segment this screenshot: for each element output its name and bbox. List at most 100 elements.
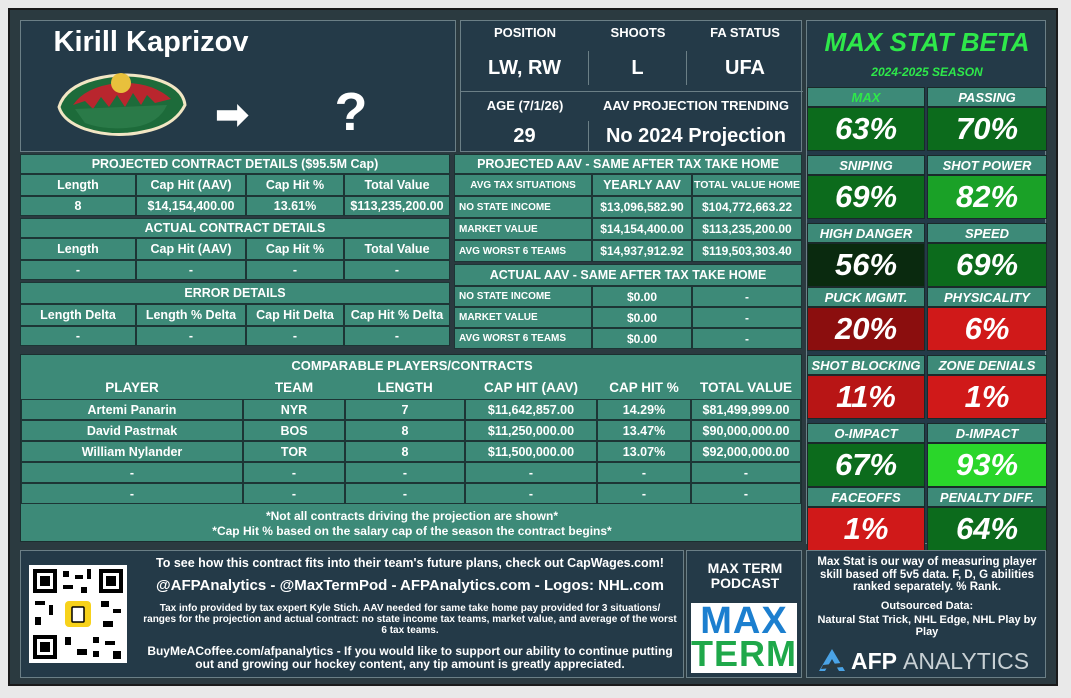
actual-title: ACTUAL CONTRACT DETAILS	[20, 218, 450, 238]
stat-label: O-IMPACT	[807, 423, 925, 443]
stat-value: 20%	[807, 307, 925, 351]
maxstat-title: MAX STAT BETA	[824, 26, 1030, 57]
cell-value: -	[344, 260, 450, 280]
shoots-value: L	[589, 51, 687, 85]
cell-value: -	[246, 260, 344, 280]
maxstat-season: 2024-2025 SEASON	[871, 65, 983, 80]
tax-projected-title: PROJECTED AAV - SAME AFTER TAX TAKE HOME	[454, 154, 802, 174]
footer-capwages-line: To see how this contract fits into their…	[156, 556, 664, 571]
tax-value: $104,772,663.22	[692, 196, 802, 218]
comparable-value: -	[691, 462, 801, 483]
contract-card: Kirill Kaprizov ➡ ? POSITION SHOOTS FA S…	[8, 8, 1058, 686]
position-label: POSITION	[493, 24, 557, 40]
team-logo-icon	[57, 73, 187, 136]
comparable-value: -	[465, 462, 597, 483]
footer-support-link[interactable]: BuyMeACoffee.com/afpanalytics - If you w…	[147, 643, 673, 671]
column-header: Total Value	[344, 174, 450, 196]
about-panel: Max Stat is our way of measuring player …	[806, 550, 1046, 678]
tax-situation: MARKET VALUE	[454, 307, 592, 328]
footer-info-panel: To see how this contract fits into their…	[20, 550, 684, 678]
stat-label: HIGH DANGER	[807, 223, 925, 243]
stat-value: 1%	[807, 507, 925, 551]
position-value: LW, RW	[461, 51, 589, 85]
tax-value: $13,096,582.90	[592, 196, 692, 218]
footer-social-line: @AFPAnalytics - @MaxTermPod - AFPAnalyti…	[156, 576, 664, 594]
tax-column-header: YEARLY AAV	[592, 174, 692, 196]
column-header: Cap Hit %	[246, 238, 344, 260]
cell-value: $14,154,400.00	[136, 196, 246, 216]
podcast-title: MAX TERM PODCAST	[707, 559, 783, 591]
column-header: Cap Hit (AAV)	[136, 238, 246, 260]
comparable-value: -	[345, 462, 465, 483]
stat-value: 69%	[927, 243, 1047, 287]
age-label: AGE (7/1/26)	[486, 97, 564, 113]
comparable-value: 13.47%	[597, 420, 691, 441]
tax-situation: NO STATE INCOME	[454, 286, 592, 307]
comparable-value: TOR	[243, 441, 345, 462]
stat-label: ZONE DENIALS	[927, 355, 1047, 375]
error-title: ERROR DETAILS	[20, 282, 450, 304]
comparable-value: $11,250,000.00	[465, 420, 597, 441]
comparables-header: TEAM	[274, 379, 314, 395]
cell-value: 13.61%	[246, 196, 344, 216]
comparables-header: CAP HIT %	[609, 379, 679, 395]
stat-value: 64%	[927, 507, 1047, 551]
tax-column-header: AVG TAX SITUATIONS	[454, 174, 592, 196]
tax-value: $119,503,303.40	[692, 240, 802, 262]
cell-value: -	[344, 326, 450, 346]
age-value: 29	[461, 121, 589, 151]
projected-title: PROJECTED CONTRACT DETAILS ($95.5M Cap)	[20, 154, 450, 174]
about-text: Max Stat is our way of measuring player …	[817, 556, 1037, 594]
podcast-logo-term: TERM	[691, 633, 797, 675]
comparable-value: 13.07%	[597, 441, 691, 462]
comparable-player: David Pastrnak	[21, 420, 243, 441]
cell-value: -	[136, 326, 246, 346]
tax-value: -	[692, 307, 802, 328]
comparable-value: BOS	[243, 420, 345, 441]
stat-label: PHYSICALITY	[927, 287, 1047, 307]
comparable-value: $90,000,000.00	[691, 420, 801, 441]
comparables-panel: COMPARABLE PLAYERS/CONTRACTS PLAYER TEAM L…	[20, 354, 802, 542]
stat-label: SHOT POWER	[927, 155, 1047, 175]
column-header: Length Delta	[20, 304, 136, 326]
fa-status-value: UFA	[725, 57, 765, 79]
comparables-header: LENGTH	[377, 379, 433, 395]
comparable-value: -	[597, 483, 691, 504]
aav-trend-value: No 2024 Projection	[605, 125, 787, 147]
comparable-value: $11,500,000.00	[465, 441, 597, 462]
comparable-value: -	[691, 483, 801, 504]
tax-value: $14,154,400.00	[592, 218, 692, 240]
comparable-value: -	[597, 462, 691, 483]
tax-situation: AVG WORST 6 TEAMS	[454, 240, 592, 262]
stat-value: 63%	[807, 107, 925, 151]
comparable-value: -	[243, 483, 345, 504]
comparable-value: 8	[345, 420, 465, 441]
cell-value: 8	[20, 196, 136, 216]
arrow-icon: ➡	[215, 93, 249, 137]
comparable-value: -	[243, 462, 345, 483]
stat-value: 82%	[927, 175, 1047, 219]
podcast-panel: MAX TERM PODCAST MAX TERM	[686, 550, 802, 678]
comparables-note-1: *Not all contracts driving the projectio…	[265, 508, 559, 523]
tax-value: $0.00	[592, 286, 692, 307]
podcast-logo: MAX TERM	[691, 600, 797, 675]
outsourced-label: Outsourced Data:	[880, 599, 974, 612]
comparable-value: 7	[345, 399, 465, 420]
stat-value: 6%	[927, 307, 1047, 351]
player-panel: Kirill Kaprizov ➡ ?	[20, 20, 456, 152]
comparable-value: $81,499,999.00	[691, 399, 801, 420]
stat-label: FACEOFFS	[807, 487, 925, 507]
stat-label: SPEED	[927, 223, 1047, 243]
stat-value: 1%	[927, 375, 1047, 419]
tax-situation: AVG WORST 6 TEAMS	[454, 328, 592, 349]
info-panel: POSITION SHOOTS FA STATUS LW, RW L UFA A…	[460, 20, 803, 152]
column-header: Cap Hit (AAV)	[136, 174, 246, 196]
stat-label: MAX	[807, 87, 925, 107]
tax-value: $14,937,912.92	[592, 240, 692, 262]
shoots-label: SHOOTS	[610, 24, 666, 40]
stat-value: 93%	[927, 443, 1047, 487]
stat-label: SNIPING	[807, 155, 925, 175]
comparable-player: -	[21, 483, 243, 504]
comparable-player: Artemi Panarin	[21, 399, 243, 420]
stat-label: PUCK MGMT.	[807, 287, 925, 307]
